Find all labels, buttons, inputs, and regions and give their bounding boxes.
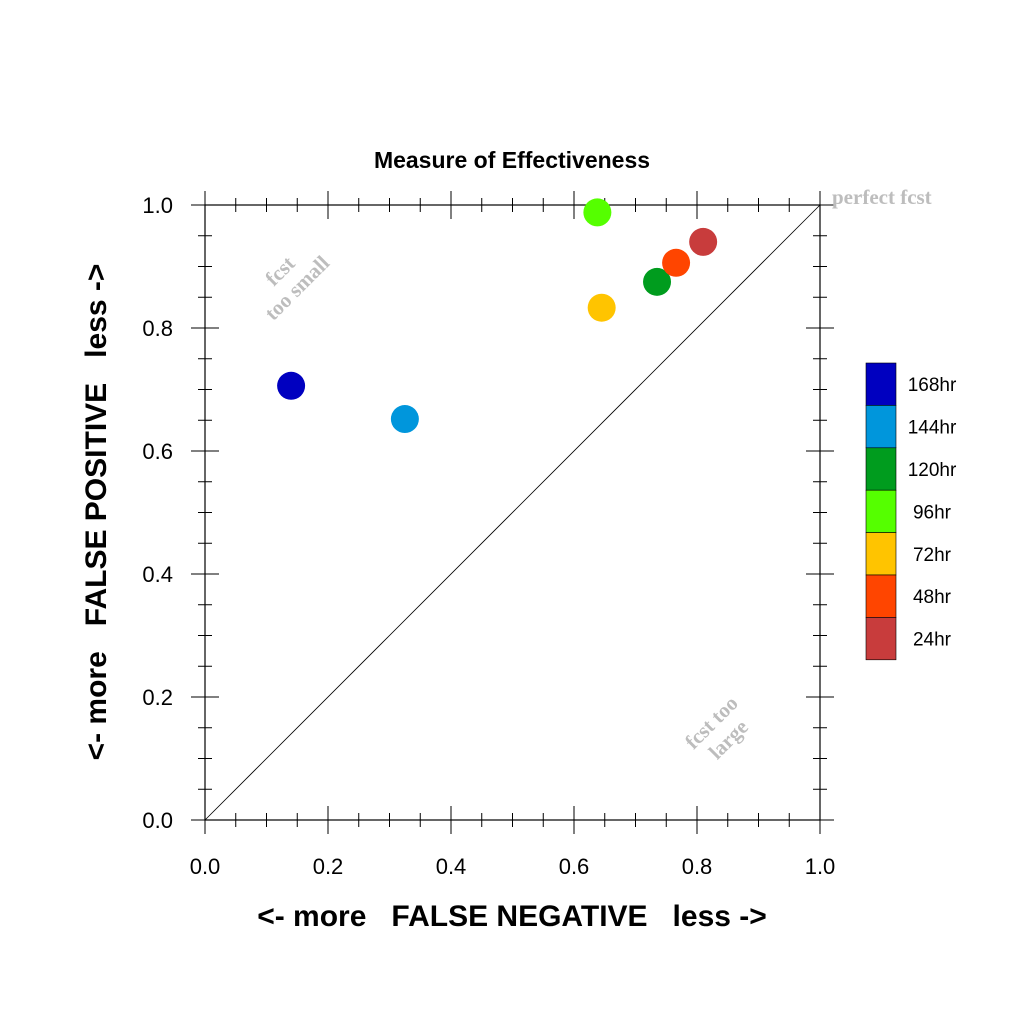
plot-frame [204,204,821,821]
legend-label-96hr: 96hr [913,502,952,523]
chart-title: Measure of Effectiveness [374,147,650,173]
x-axis-label: <- more FALSE NEGATIVE less -> [257,900,767,933]
legend-swatch-168hr [865,362,897,406]
x-tick-label: 0.4 [436,854,467,879]
legend-swatch-72hr [865,532,897,576]
x-tick-label: 0.6 [559,854,590,879]
diagonal-reference-line [204,204,821,821]
legend-swatch-48hr [865,574,897,618]
tick-labels: 0.0 0.2 0.4 0.6 0.8 1.0 0.0 0.2 0.4 0.6 0.8 1.0 [142,193,835,879]
legend-swatch-24hr [865,617,897,661]
legend-swatch-144hr [865,405,897,449]
y-tick-label: 0.2 [142,685,173,710]
y-tick-label: 0.0 [142,808,173,833]
data-point-120hr [643,267,672,296]
x-tick-label: 0.2 [313,854,344,879]
data-point-24hr [689,227,718,256]
y-tick-label: 0.6 [142,439,173,464]
data-point-144hr [390,405,419,434]
x-tick-label: 1.0 [805,854,836,879]
legend-label-48hr: 48hr [913,587,952,608]
y-tick-label: 0.8 [142,316,173,341]
y-axis-label: <- more FALSE POSITIVE less -> [80,264,113,761]
legend-swatch-120hr [865,447,897,491]
data-point-48hr [662,248,691,277]
data-point-168hr [277,371,306,400]
legend-label-144hr: 144hr [908,418,957,439]
y-tick-label: 0.4 [142,562,173,587]
annotation-fcst-too-small: fcst too small [260,251,334,325]
legend: 168hr 144hr 120hr 96hr 72hr 48hr 24hr [865,362,957,661]
legend-swatch-96hr [865,489,897,533]
x-tick-label: 0.0 [190,854,221,879]
legend-label-24hr: 24hr [913,630,952,651]
legend-label-168hr: 168hr [908,375,957,396]
y-tick-label: 1.0 [142,193,173,218]
data-points [277,198,718,434]
annotation-perfect-fcst: perfect fcst [832,185,932,209]
data-point-96hr [583,198,612,227]
legend-label-120hr: 120hr [908,460,957,481]
legend-label-72hr: 72hr [913,545,952,566]
data-point-72hr [587,293,616,322]
annotation-fcst-too-large: fcst too large [680,691,753,764]
x-tick-label: 0.8 [682,854,713,879]
